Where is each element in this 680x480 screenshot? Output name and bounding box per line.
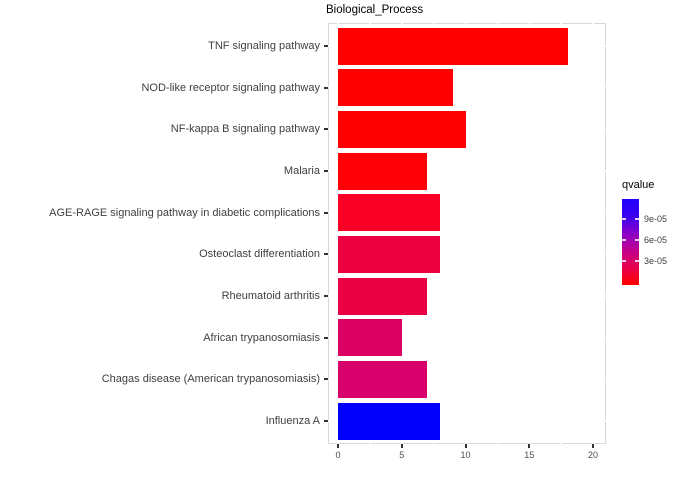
- x-axis-label: 10: [460, 450, 471, 460]
- chart-bar: [338, 110, 466, 148]
- legend-title: qvalue: [622, 179, 655, 191]
- chart-bar: [338, 152, 428, 190]
- legend-tick-mark: [635, 259, 639, 262]
- x-gridline: [337, 22, 339, 445]
- y-gridline: [327, 295, 607, 297]
- y-gridline: [327, 170, 607, 172]
- x-axis-label: 20: [587, 450, 598, 460]
- legend-tick-label: 3e-05: [644, 255, 668, 266]
- y-axis-label: AGE-RAGE signaling pathway in diabetic c…: [49, 206, 320, 219]
- chart-bar: [338, 360, 428, 398]
- y-axis-label: TNF signaling pathway: [208, 40, 320, 52]
- legend-gradient-bar: [622, 199, 639, 285]
- y-axis-label: Chagas disease (American trypanosomiasis…: [101, 373, 320, 386]
- x-axis-label: 0: [335, 450, 341, 460]
- x-axis-tick: [400, 444, 403, 448]
- y-gridline: [327, 336, 607, 339]
- x-axis-label: 5: [399, 450, 405, 460]
- y-gridline: [327, 211, 607, 214]
- y-axis-label: NF-kappa B signaling pathway: [170, 123, 320, 136]
- y-axis-tick: [324, 170, 328, 172]
- legend-tick-mark: [622, 218, 626, 221]
- x-gridline: [496, 22, 499, 445]
- x-gridline: [592, 22, 594, 445]
- x-gridline: [401, 22, 403, 445]
- y-axis-tick: [324, 211, 328, 214]
- y-axis-label: Influenza A: [265, 415, 320, 428]
- x-gridline: [369, 22, 371, 445]
- y-axis-tick: [324, 128, 328, 131]
- legend-tick-mark: [635, 238, 639, 241]
- y-axis-tick: [324, 86, 328, 89]
- y-gridline: [327, 253, 607, 256]
- legend-tick-mark: [622, 238, 626, 241]
- legend-tick-label: 6e-05: [644, 234, 668, 245]
- legend-tick-mark: [622, 259, 626, 262]
- y-axis-label: Malaria: [283, 165, 320, 177]
- chart-title: Biological_Process: [326, 4, 424, 16]
- x-axis-tick: [337, 444, 339, 448]
- y-gridline: [327, 128, 607, 131]
- chart-bar: [338, 277, 428, 315]
- x-gridline: [464, 22, 467, 445]
- chart-bar: [338, 402, 440, 440]
- x-gridline: [528, 22, 530, 445]
- chart-bar: [338, 194, 440, 232]
- x-gridline: [432, 22, 435, 445]
- x-axis-tick: [592, 444, 594, 448]
- x-axis-tick: [528, 444, 531, 448]
- chart-bar: [338, 319, 402, 357]
- y-axis-label: Osteoclast differentiation: [199, 248, 320, 261]
- x-axis-tick: [464, 444, 467, 448]
- y-gridline: [327, 86, 607, 89]
- y-gridline: [327, 420, 607, 422]
- y-axis-tick: [324, 45, 328, 47]
- y-axis-label: Rheumatoid arthritis: [221, 290, 320, 303]
- y-gridline: [327, 378, 607, 381]
- y-axis-tick: [324, 295, 328, 298]
- chart-bar: [338, 69, 453, 107]
- legend-tick-label: 9e-05: [644, 214, 668, 225]
- y-axis-tick: [324, 253, 328, 256]
- chart-bar: [338, 235, 440, 273]
- y-axis-tick: [324, 336, 328, 339]
- y-axis-label: African trypanosomiasis: [203, 331, 320, 344]
- legend-tick-mark: [635, 218, 639, 221]
- y-axis-tick: [324, 420, 328, 423]
- x-gridline: [560, 22, 562, 445]
- y-axis-tick: [324, 378, 328, 381]
- x-axis-label: 15: [524, 450, 535, 460]
- chart-bar: [338, 27, 568, 65]
- y-axis-label: NOD-like receptor signaling pathway: [141, 81, 320, 94]
